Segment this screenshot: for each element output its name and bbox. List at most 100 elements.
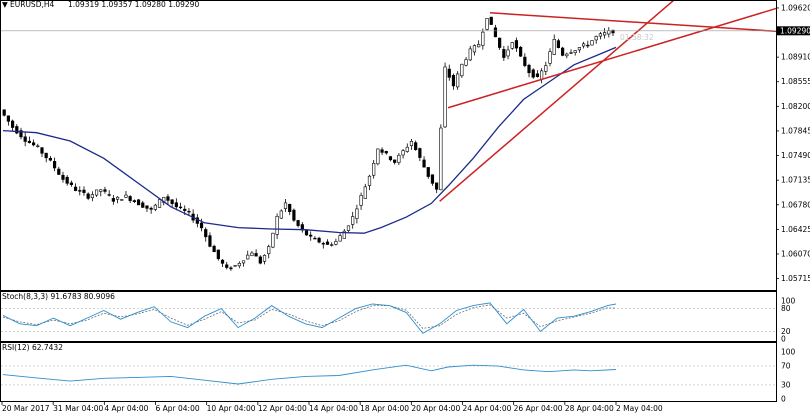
- candle-body: [10, 120, 15, 128]
- candle-body: [296, 220, 300, 226]
- candle-body: [246, 254, 250, 260]
- candle-body: [174, 202, 178, 208]
- price-tick-label: 1.08910: [781, 53, 810, 62]
- candle-body: [565, 53, 569, 57]
- moving-average-line: [2, 46, 617, 234]
- candle-body: [107, 194, 111, 196]
- candle-body: [502, 49, 506, 58]
- candle-body: [498, 37, 502, 48]
- price-tick-label: 1.07135: [781, 176, 810, 185]
- candle-body: [359, 195, 363, 206]
- candle-body: [439, 127, 443, 191]
- time-tick-label: 12 Apr 04:00: [258, 404, 307, 413]
- candle-body: [330, 244, 334, 246]
- stoch-main-line: [2, 302, 617, 334]
- candle-body: [183, 208, 187, 211]
- candle-body: [90, 194, 94, 198]
- candle-body: [204, 229, 208, 238]
- candle-body: [48, 157, 52, 161]
- candle-body: [94, 189, 99, 196]
- price-tick-label: 1.06780: [781, 200, 810, 209]
- candle-body: [271, 232, 275, 248]
- time-tick-label: 2 May 04:00: [616, 404, 663, 413]
- stoch-signal-line: [2, 304, 617, 329]
- candle-body: [23, 136, 27, 142]
- candle-body: [443, 66, 447, 128]
- time-tick-label: 14 Apr 04:00: [309, 404, 358, 413]
- candle-body: [199, 222, 204, 229]
- candle-body: [397, 154, 401, 163]
- candle-body: [598, 33, 603, 37]
- candle-body: [241, 260, 246, 264]
- candle-body: [573, 50, 577, 53]
- rsi-level-label: 0: [781, 395, 786, 404]
- candle-body: [61, 174, 65, 180]
- price-tick-label: 1.08200: [781, 102, 810, 111]
- candle-body: [250, 252, 254, 257]
- candle-body: [523, 56, 527, 66]
- candle-body: [456, 73, 460, 88]
- price-tick-label: 1.09620: [781, 3, 810, 12]
- rsi-pane: 100 70 30 0: [1, 348, 796, 404]
- candle-body: [132, 200, 136, 202]
- candle-body: [317, 237, 321, 243]
- price-tick-label: 1.07490: [781, 151, 810, 160]
- candle-body: [561, 47, 565, 56]
- candle-body: [31, 142, 36, 146]
- candle-body: [69, 182, 73, 185]
- candle-body: [225, 264, 229, 268]
- candle-body: [367, 175, 372, 186]
- candle-body: [380, 149, 384, 153]
- candle-body: [451, 75, 456, 87]
- stoch-level-label: 80: [781, 304, 791, 313]
- candle-body: [157, 199, 162, 208]
- candle-body: [233, 265, 237, 267]
- candle-body: [577, 47, 582, 51]
- rsi-pane-frame: [0, 342, 777, 402]
- time-tick-label: 20 Apr 04:00: [411, 404, 460, 413]
- candle-body: [258, 256, 262, 264]
- candle-body: [57, 168, 61, 175]
- candle-body: [569, 52, 573, 54]
- candle-body: [485, 17, 489, 30]
- trendline: [489, 12, 776, 33]
- candle-body: [519, 46, 523, 57]
- candle-body: [136, 199, 141, 206]
- time-tick-label: 26 Apr 04:00: [514, 404, 563, 413]
- candle-body: [426, 167, 430, 177]
- candle-body: [489, 16, 493, 25]
- current-price-label: 1.09290: [780, 26, 810, 35]
- symbol-label: EURUSD,H4: [10, 0, 54, 9]
- candle-body: [103, 189, 107, 192]
- candle-body: [309, 234, 313, 237]
- candle-body: [111, 198, 115, 202]
- candle-body: [304, 230, 309, 236]
- candle-body: [418, 148, 422, 158]
- rsi-level-label: 30: [781, 380, 791, 389]
- candle-body: [208, 235, 212, 247]
- candle-body: [170, 199, 174, 204]
- candle-body: [153, 204, 157, 210]
- candle-body: [166, 196, 170, 201]
- candle-body: [409, 140, 414, 147]
- candle-body: [493, 27, 498, 38]
- candle-body: [73, 186, 78, 191]
- candle-body: [254, 253, 258, 257]
- candle-body: [267, 246, 271, 255]
- time-tick-label: 6 Apr 04:00: [156, 404, 200, 413]
- rsi-line: [2, 364, 617, 385]
- time-tick-label: 24 Apr 04:00: [463, 404, 512, 413]
- candle-body: [275, 215, 279, 235]
- candle-body: [611, 29, 615, 34]
- candle-body: [86, 193, 90, 199]
- symbol-dropdown-icon[interactable]: ▼: [2, 0, 8, 9]
- price-tick-label: 1.06425: [781, 225, 810, 234]
- candle-body: [338, 235, 342, 242]
- candle-body: [128, 196, 132, 201]
- candle-body: [124, 194, 128, 198]
- main-pane-frame: [0, 0, 777, 291]
- candle-body: [603, 32, 607, 36]
